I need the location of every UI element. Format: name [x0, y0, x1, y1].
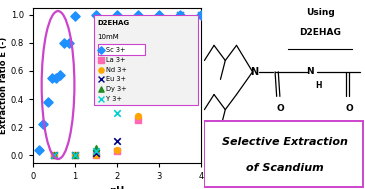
Point: [66, 41, 72, 44]
Point: [51, 154, 57, 157]
Text: Selective Extraction: Selective Extraction: [222, 137, 347, 147]
Point: [156, 16, 162, 19]
Point: [156, 16, 162, 19]
Point: [72, 154, 78, 157]
Text: O: O: [345, 104, 353, 113]
Point: [198, 13, 204, 16]
Point: [51, 154, 57, 157]
Point: [51, 154, 57, 157]
Point: [98, 98, 104, 101]
Text: N: N: [307, 67, 314, 76]
Point: [93, 154, 99, 157]
Point: [53, 77, 59, 80]
Text: Nd 3+: Nd 3+: [106, 67, 127, 73]
Point: [61, 41, 67, 44]
Y-axis label: Extraction ratio E (-): Extraction ratio E (-): [0, 36, 8, 134]
Point: [198, 13, 204, 16]
Point: [36, 148, 42, 151]
Point: [57, 74, 63, 77]
Point: [135, 84, 141, 87]
X-axis label: pH: pH: [109, 186, 124, 189]
Point: [93, 154, 99, 157]
Point: [156, 13, 162, 16]
Point: [72, 154, 78, 157]
Bar: [98, 44, 145, 55]
Text: D2EHAG: D2EHAG: [299, 28, 341, 37]
Point: [49, 77, 55, 80]
Point: [51, 154, 57, 157]
Point: [98, 58, 104, 61]
Point: [135, 115, 141, 118]
Point: [72, 154, 78, 157]
Point: [177, 13, 183, 16]
Bar: [94, 15, 198, 105]
Text: D2EHAG: D2EHAG: [97, 20, 129, 26]
Text: 10mM: 10mM: [97, 34, 119, 40]
Point: [177, 13, 183, 16]
Point: [114, 91, 120, 94]
Point: [156, 34, 162, 37]
Point: [198, 13, 204, 16]
Text: O: O: [276, 104, 284, 113]
Point: [177, 13, 183, 16]
Point: [114, 150, 120, 153]
Point: [135, 62, 141, 65]
Point: [72, 15, 78, 18]
Text: Dy 3+: Dy 3+: [106, 86, 127, 92]
Point: [114, 148, 120, 151]
Text: Y 3+: Y 3+: [106, 96, 122, 102]
Point: [156, 34, 162, 37]
Point: [51, 154, 57, 157]
Point: [41, 123, 46, 126]
Point: [72, 154, 78, 157]
Text: N: N: [250, 67, 258, 77]
Point: [98, 68, 104, 71]
Point: [98, 78, 104, 81]
Text: H: H: [315, 81, 322, 90]
Point: [177, 13, 183, 16]
Text: Sc 3+: Sc 3+: [106, 47, 126, 53]
Text: La 3+: La 3+: [106, 57, 126, 63]
Text: Eu 3+: Eu 3+: [106, 76, 126, 82]
Point: [93, 151, 99, 154]
Point: [45, 100, 50, 103]
Point: [93, 13, 99, 16]
Point: [198, 13, 204, 16]
Point: [177, 13, 183, 16]
Point: [135, 119, 141, 122]
Point: [198, 13, 204, 16]
Point: [198, 13, 204, 16]
Point: [135, 77, 141, 80]
Point: [98, 88, 104, 91]
Point: [114, 13, 120, 16]
Point: [114, 140, 120, 143]
Point: [156, 20, 162, 23]
Point: [135, 13, 141, 16]
Text: of Scandium: of Scandium: [246, 163, 324, 173]
Text: Using: Using: [306, 8, 334, 17]
Point: [93, 147, 99, 150]
Point: [93, 150, 99, 153]
FancyBboxPatch shape: [204, 121, 364, 187]
Point: [98, 48, 104, 51]
Point: [114, 112, 120, 115]
Point: [177, 13, 183, 16]
Point: [72, 154, 78, 157]
